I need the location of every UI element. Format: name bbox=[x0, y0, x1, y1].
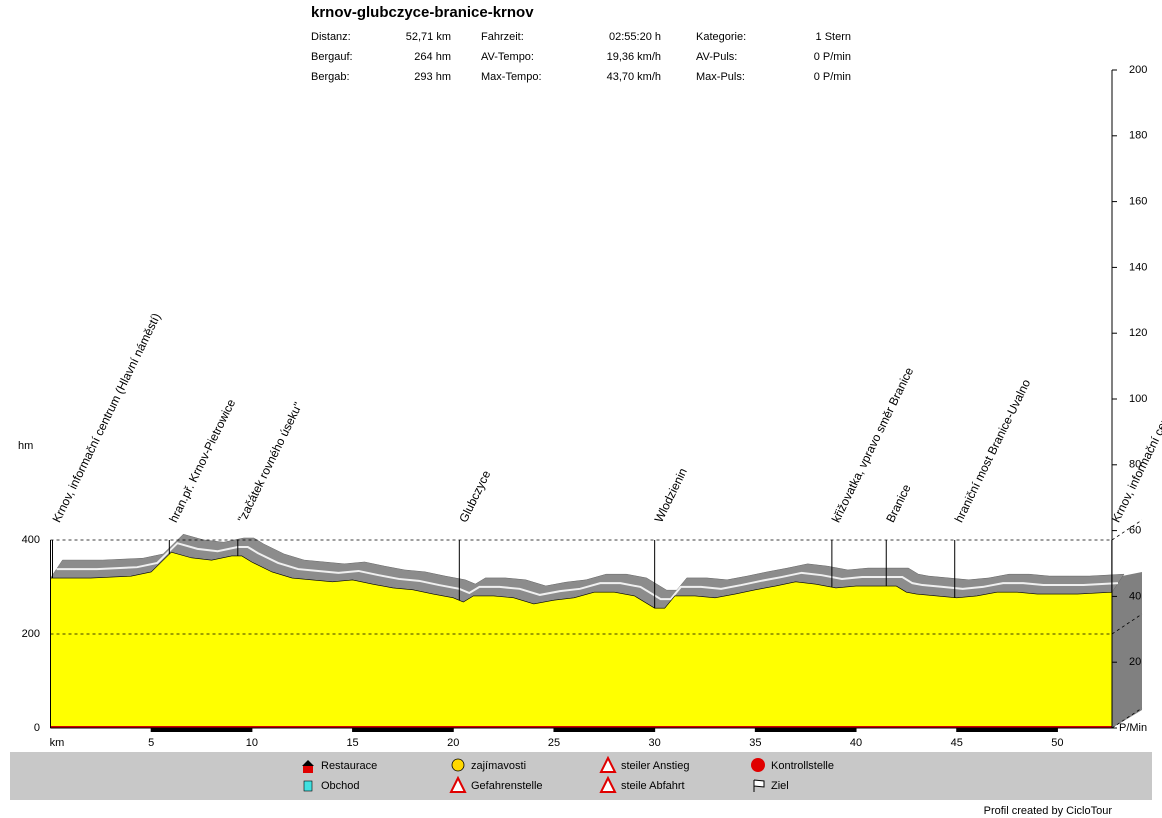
y2-tick-label: 40 bbox=[1129, 590, 1141, 602]
stat-value: 0 P/min bbox=[814, 71, 851, 83]
y-axis-label: hm bbox=[18, 440, 33, 452]
legend-label: zajímavosti bbox=[471, 760, 526, 772]
stat-value: 19,36 km/h bbox=[607, 51, 661, 63]
stat-label: Kategorie: bbox=[696, 31, 746, 43]
legend-label: Kontrollstelle bbox=[771, 760, 834, 772]
profile-ribbon-line bbox=[56, 542, 1119, 601]
x-tick-label: 35 bbox=[749, 737, 761, 749]
y2-tick-label: 200 bbox=[1129, 64, 1147, 76]
y2-tick-label: 180 bbox=[1129, 130, 1147, 142]
x-tick-label: 45 bbox=[951, 737, 963, 749]
depth-grid bbox=[1111, 707, 1143, 729]
footer: Profil created by CicloTour bbox=[984, 805, 1113, 817]
x-tick-label: 20 bbox=[447, 737, 459, 749]
x-tick-label: 15 bbox=[346, 737, 358, 749]
x-axis-label: km bbox=[50, 737, 65, 749]
y-tick-label: 0 bbox=[34, 722, 40, 734]
waypoint-label: Krnov, informační centrum (Hlavní náměst… bbox=[1109, 311, 1162, 525]
km-band bbox=[151, 728, 252, 732]
stat-label: Bergab: bbox=[311, 71, 350, 83]
stat-label: Distanz: bbox=[311, 31, 351, 43]
stat-label: Max-Tempo: bbox=[481, 71, 542, 83]
legend-icons bbox=[302, 755, 765, 793]
y-tick-label: 200 bbox=[22, 628, 40, 640]
stat-value: 0 P/min bbox=[814, 51, 851, 63]
depth-face bbox=[1112, 572, 1142, 728]
stat-label: Fahrzeit: bbox=[481, 31, 524, 43]
waypoint-label: Branice bbox=[883, 482, 914, 525]
stat-value: 264 hm bbox=[414, 51, 451, 63]
waypoint-label: hran.př. Krnov-Pietrowice bbox=[166, 397, 238, 525]
legend-label: Gefahrenstelle bbox=[471, 780, 543, 792]
y2-tick-label: P/Min bbox=[1119, 722, 1147, 734]
profile-area bbox=[50, 551, 1113, 729]
stat-label: AV-Puls: bbox=[696, 51, 737, 63]
waypoint-label: Glubczyce bbox=[456, 468, 493, 525]
y-tick-label: 400 bbox=[22, 534, 40, 546]
y2-tick-label: 80 bbox=[1129, 459, 1141, 471]
legend-label: steile Abfahrt bbox=[621, 780, 685, 792]
km-band bbox=[956, 728, 1058, 732]
depth-grid bbox=[1111, 613, 1143, 635]
chart-title: krnov-glubczyce-branice-krnov bbox=[311, 4, 534, 21]
x-tick-label: 25 bbox=[548, 737, 560, 749]
y2-tick-label: 120 bbox=[1129, 327, 1147, 339]
y2-tick-label: 20 bbox=[1129, 656, 1141, 668]
x-tick-label: 40 bbox=[850, 737, 862, 749]
stat-label: AV-Tempo: bbox=[481, 51, 534, 63]
x-tick-label: 10 bbox=[246, 737, 258, 749]
km-band bbox=[755, 728, 857, 732]
legend-label: steiler Anstieg bbox=[621, 760, 689, 772]
km-band bbox=[352, 728, 454, 732]
waypoint-label: Wlodzienin bbox=[652, 466, 690, 525]
x-tick-label: 50 bbox=[1051, 737, 1063, 749]
waypoint-label: Krnov, informační centrum (Hlavní náměst… bbox=[49, 311, 163, 525]
x-tick-label: 30 bbox=[649, 737, 661, 749]
y2-tick-label: 100 bbox=[1129, 393, 1147, 405]
km-band bbox=[553, 728, 655, 732]
depth-grid bbox=[1111, 519, 1143, 541]
stat-value: 02:55:20 h bbox=[609, 31, 661, 43]
stat-label: Bergauf: bbox=[311, 51, 353, 63]
legend-label: Ziel bbox=[771, 780, 789, 792]
legend-label: Obchod bbox=[321, 780, 360, 792]
y2-tick-label: 60 bbox=[1129, 525, 1141, 537]
y2-tick-label: 140 bbox=[1129, 261, 1147, 273]
stat-value: 43,70 km/h bbox=[607, 71, 661, 83]
x-tick-label: 5 bbox=[148, 737, 154, 749]
legend-label: Restaurace bbox=[321, 760, 377, 772]
stat-value: 52,71 km bbox=[406, 31, 451, 43]
y2-tick-label: 160 bbox=[1129, 196, 1147, 208]
waypoint-label: hraniční most Branice-Uvalno bbox=[952, 377, 1034, 525]
waypoint-label: "začátek rovného úseku" bbox=[235, 400, 305, 525]
stat-value: 293 hm bbox=[414, 71, 451, 83]
stat-value: 1 Stern bbox=[816, 31, 851, 43]
stat-label: Max-Puls: bbox=[696, 71, 745, 83]
legend-box bbox=[10, 752, 1152, 800]
